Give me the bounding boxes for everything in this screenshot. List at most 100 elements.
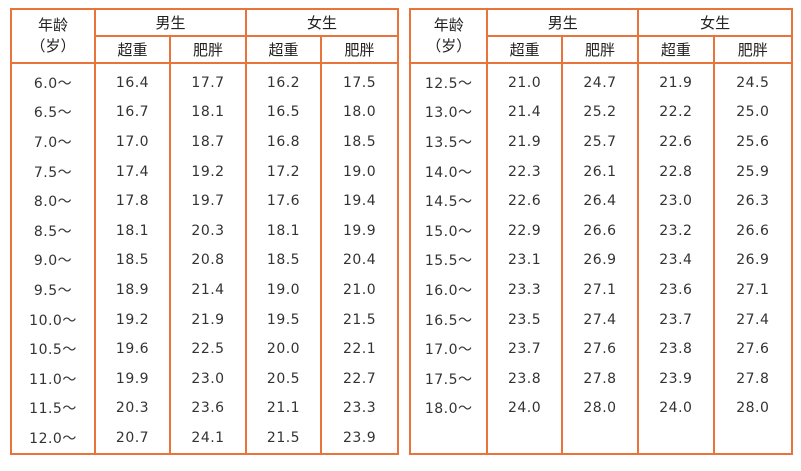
female-header: 女生 (637, 9, 793, 37)
age-cell: 9.5～ (10, 275, 96, 305)
age-cell: 17.0～ (408, 334, 489, 364)
male-obese-cell: 25.2 (560, 97, 640, 128)
male-overweight-cell: 23.7 (486, 334, 563, 364)
table-row: 12.5～ 21.0 24.7 21.9 24.5 (408, 63, 794, 98)
table-row: 12.0～ 20.7 24.1 21.5 23.9 (10, 423, 400, 454)
female-overweight-cell: 19.5 (245, 304, 323, 335)
male-overweight-cell: 22.6 (486, 186, 563, 216)
male-obese-cell: 26.4 (560, 186, 640, 216)
female-obese-cell: 27.4 (712, 304, 794, 335)
female-overweight-cell: 23.6 (637, 275, 715, 305)
table-row: 15.5～ 23.1 26.9 23.4 26.9 (408, 245, 794, 276)
male-obese-cell: 26.6 (560, 215, 640, 246)
male-obese-cell: 20.8 (168, 245, 248, 276)
female-obese-cell: 22.1 (320, 334, 400, 364)
age-cell: 14.5～ (408, 186, 489, 216)
male-overweight-cell: 16.7 (94, 97, 171, 128)
age-cell: 13.0～ (408, 97, 489, 128)
male-obese-header: 肥胖 (168, 36, 248, 64)
age-cell: 12.5～ (408, 63, 489, 98)
age-cell: 17.5～ (408, 363, 489, 394)
age-cell: 6.0～ (10, 63, 96, 98)
male-obese-cell: 19.7 (168, 186, 248, 216)
table-right-body: 12.5～ 21.0 24.7 21.9 24.5 13.0～ 21.4 25.2 22.2 25… (408, 63, 794, 454)
female-overweight-cell: 24.0 (637, 393, 715, 424)
female-obese-cell: 25.9 (712, 156, 794, 187)
female-overweight-cell: 17.2 (245, 156, 323, 187)
male-overweight-cell: 17.4 (94, 156, 171, 187)
male-obese-cell: 27.4 (560, 304, 640, 335)
female-obese-cell: 26.6 (712, 215, 794, 246)
female-obese-cell: 19.9 (320, 215, 400, 246)
male-obese-cell: 19.2 (168, 156, 248, 187)
age-header-line1: 年龄 (433, 16, 464, 34)
female-obese-cell: 26.3 (712, 186, 794, 216)
male-overweight-cell: 19.9 (94, 363, 171, 394)
table-row: 17.0～ 23.7 27.6 23.8 27.6 (408, 334, 794, 364)
male-overweight-header: 超重 (486, 36, 563, 64)
male-obese-header: 肥胖 (560, 36, 640, 64)
female-overweight-cell: 17.6 (245, 186, 323, 216)
female-obese-cell: 21.5 (320, 304, 400, 335)
age-cell: 12.0～ (10, 423, 96, 454)
male-obese-cell: 27.8 (560, 363, 640, 394)
male-header: 男生 (93, 9, 248, 37)
female-overweight-header: 超重 (245, 36, 323, 64)
table-row: 13.5～ 21.9 25.7 22.6 25.6 (408, 127, 794, 157)
female-obese-cell: 28.0 (712, 393, 794, 424)
age-cell: 16.5～ (408, 304, 489, 335)
female-overweight-cell (637, 423, 715, 454)
female-overweight-cell: 19.0 (245, 275, 323, 305)
male-obese-cell: 24.1 (168, 423, 248, 454)
table-row: 10.5～ 19.6 22.5 20.0 22.1 (10, 334, 400, 364)
table-row (408, 423, 794, 454)
female-overweight-cell: 16.5 (245, 97, 323, 128)
male-obese-cell: 18.7 (168, 127, 248, 157)
female-overweight-cell: 23.0 (637, 186, 715, 216)
table-row: 13.0～ 21.4 25.2 22.2 25.0 (408, 97, 794, 128)
table-row: 9.0～ 18.5 20.8 18.5 20.4 (10, 245, 400, 276)
female-obese-cell: 20.4 (320, 245, 400, 276)
table-row: 6.5～ 16.7 18.1 16.5 18.0 (10, 97, 400, 128)
male-overweight-cell: 23.8 (486, 363, 563, 394)
table-row: 15.0～ 22.9 26.6 23.2 26.6 (408, 215, 794, 246)
table-row: 14.5～ 22.6 26.4 23.0 26.3 (408, 186, 794, 216)
table-row: 11.0～ 19.9 23.0 20.5 22.7 (10, 363, 400, 394)
male-obese-cell (560, 423, 640, 454)
male-obese-cell: 26.9 (560, 245, 640, 276)
male-overweight-cell: 17.0 (94, 127, 171, 157)
male-overweight-cell: 18.5 (94, 245, 171, 276)
table-row: 6.0～ 16.4 17.7 16.2 17.5 (10, 63, 400, 98)
male-overweight-cell: 19.2 (94, 304, 171, 335)
table-row: 7.5～ 17.4 19.2 17.2 19.0 (10, 156, 400, 187)
age-cell: 6.5～ (10, 97, 96, 128)
male-obese-cell: 27.6 (560, 334, 640, 364)
age-cell: 15.5～ (408, 245, 489, 276)
female-overweight-cell: 23.8 (637, 334, 715, 364)
female-obese-cell: 25.0 (712, 97, 794, 128)
female-overweight-cell: 21.5 (245, 423, 323, 454)
male-overweight-cell: 22.3 (486, 156, 563, 187)
male-overweight-cell: 16.4 (94, 63, 171, 98)
male-header: 男生 (486, 9, 640, 37)
male-overweight-cell: 18.1 (94, 215, 171, 246)
female-obese-cell: 18.5 (320, 127, 400, 157)
age-cell (408, 423, 489, 454)
age-cell: 8.0～ (10, 186, 96, 216)
age-cell: 16.0～ (408, 275, 489, 305)
female-overweight-cell: 22.8 (637, 156, 715, 187)
female-obese-cell: 23.9 (320, 423, 400, 454)
male-obese-cell: 21.4 (168, 275, 248, 305)
female-obese-cell: 27.6 (712, 334, 794, 364)
age-header-line2: （岁） (30, 37, 76, 55)
male-obese-cell: 22.5 (168, 334, 248, 364)
table-left-body: 6.0～ 16.4 17.7 16.2 17.5 6.5～ 16.7 18.1 16.5 18.0… (10, 63, 400, 454)
male-overweight-cell: 23.1 (486, 245, 563, 276)
male-obese-cell: 23.6 (168, 393, 248, 424)
table-row: 16.0～ 23.3 27.1 23.6 27.1 (408, 275, 794, 305)
age-cell: 10.5～ (10, 334, 96, 364)
age-cell: 9.0～ (10, 245, 96, 276)
male-obese-cell: 24.7 (560, 63, 640, 98)
table-row: 17.5～ 23.8 27.8 23.9 27.8 (408, 363, 794, 394)
female-obese-cell: 19.4 (320, 186, 400, 216)
